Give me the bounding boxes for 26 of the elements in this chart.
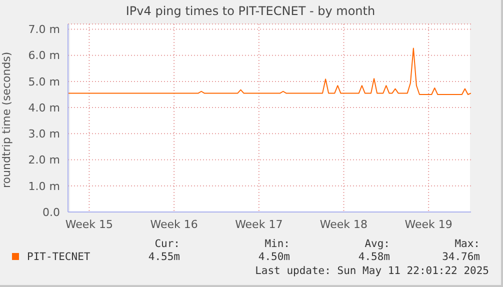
text: 4.58m <box>358 251 390 263</box>
y-tick-label: 5.0 m <box>28 75 60 88</box>
y-tick-label: 2.0 m <box>28 154 60 167</box>
text: Max: <box>454 238 480 250</box>
text: Min: <box>264 238 290 250</box>
text: Cur: <box>154 238 180 250</box>
x-tick-label: Week 18 <box>320 218 368 231</box>
text: Last update: Sun May 11 22:01:22 2025 <box>255 265 489 277</box>
x-tick-label: Week 16 <box>150 218 198 231</box>
x-tick-label: Week 15 <box>65 218 114 231</box>
text: 4.55m <box>148 251 180 263</box>
chart-title: IPv4 ping times to PIT-TECNET - by month <box>124 4 376 18</box>
text: 4.50m <box>258 251 290 263</box>
text: 34.76m <box>442 251 480 263</box>
y-tick-label: 7.0 m <box>28 23 60 36</box>
y-tick-label: 0.0 <box>42 206 60 219</box>
x-tick-label: Week 17 <box>235 218 283 231</box>
y-tick-label: 6.0 m <box>28 49 60 62</box>
x-tick-label: Week 19 <box>404 218 452 231</box>
y-tick-label: 3.0 m <box>28 128 60 141</box>
text: Avg: <box>364 238 390 250</box>
legend-label: PIT-TECNET <box>26 251 90 263</box>
y-axis-title: roundtrip time (seconds) <box>0 52 13 188</box>
line-series <box>68 48 471 95</box>
y-tick-label: 1.0 m <box>28 180 60 193</box>
y-tick-label: 4.0 m <box>28 101 60 114</box>
